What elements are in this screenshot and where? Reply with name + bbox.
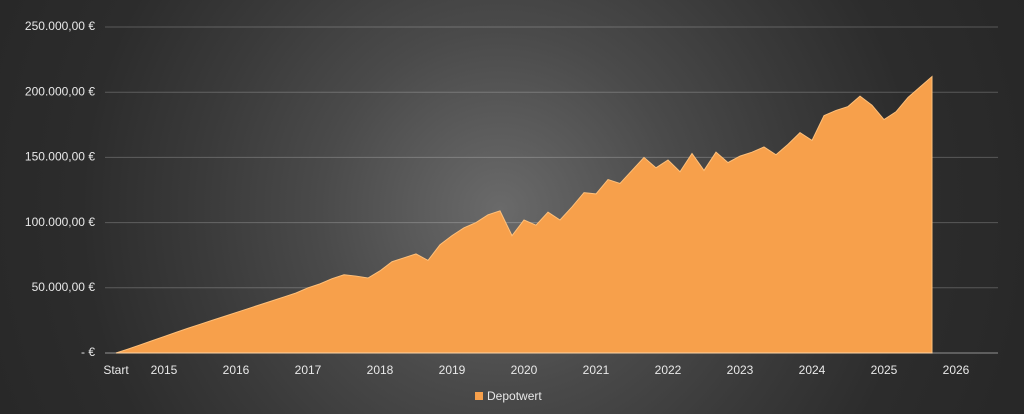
legend-swatch — [475, 392, 483, 400]
x-tick-label: 2015 — [151, 363, 178, 377]
x-tick-label: 2017 — [295, 363, 322, 377]
x-tick-label: 2024 — [799, 363, 826, 377]
y-tick-label: 200.000,00 € — [25, 84, 95, 98]
y-tick-label: 50.000,00 € — [32, 280, 96, 294]
y-tick-label: 150.000,00 € — [25, 150, 95, 164]
x-tick-label: 2021 — [583, 363, 610, 377]
x-tick-label: 2022 — [655, 363, 682, 377]
legend-label: Depotwert — [487, 389, 542, 403]
x-tick-label: 2018 — [367, 363, 394, 377]
x-tick-label: 2016 — [223, 363, 250, 377]
x-tick-label: 2020 — [511, 363, 538, 377]
x-tick-label: 2023 — [727, 363, 754, 377]
y-tick-label: - € — [81, 345, 95, 359]
x-tick-label: 2019 — [439, 363, 466, 377]
y-tick-label: 100.000,00 € — [25, 215, 95, 229]
area — [115, 75, 933, 354]
x-tick-label: 2025 — [871, 363, 898, 377]
x-tick-label: 2026 — [943, 363, 970, 377]
y-tick-label: 250.000,00 € — [25, 19, 95, 33]
x-tick-label: Start — [103, 363, 129, 377]
